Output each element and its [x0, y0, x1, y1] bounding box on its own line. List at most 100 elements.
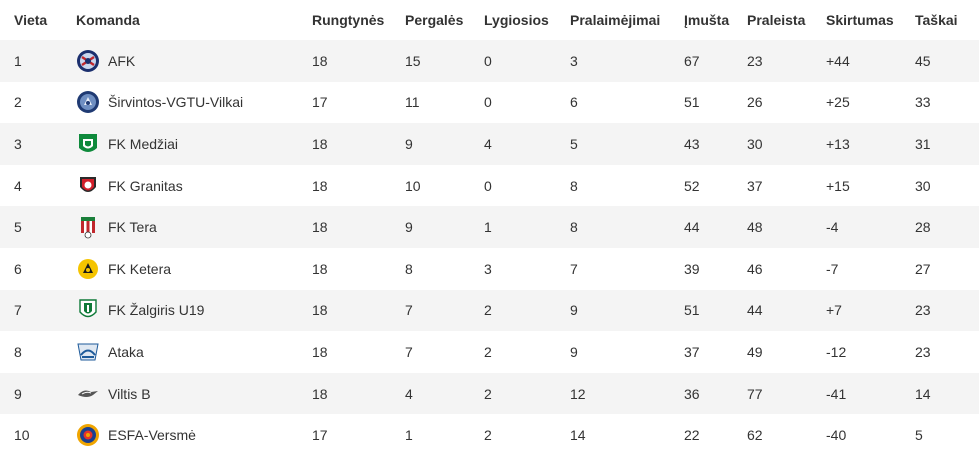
goal-difference-cell: +15	[826, 177, 850, 194]
table-row: 2 Širvintos-VGTU-Vilkai 17 11 0 6 51 26 …	[0, 81, 979, 124]
lost-cell: 14	[570, 427, 586, 444]
goal-difference-cell: +44	[826, 52, 850, 69]
team-cell[interactable]: FK Žalgiris U19	[76, 290, 312, 332]
played-cell: 18	[312, 177, 328, 194]
team-cell[interactable]: Viltis B	[76, 373, 312, 415]
header-taskai[interactable]: Taškai	[915, 12, 958, 28]
played-cell: 18	[312, 219, 328, 236]
goal-difference-cell: -12	[826, 343, 847, 360]
team-name[interactable]: Širvintos-VGTU-Vilkai	[108, 94, 244, 111]
position-cell: 8	[14, 343, 22, 360]
position-cell: 1	[14, 52, 22, 69]
lost-cell: 3	[570, 52, 578, 69]
played-cell: 18	[312, 302, 328, 319]
goals-for-cell: 44	[684, 219, 700, 236]
goal-difference-cell: -4	[826, 219, 839, 236]
points-cell: 5	[915, 427, 923, 444]
team-name[interactable]: FK Ketera	[108, 260, 172, 277]
won-cell: 15	[405, 52, 421, 69]
goals-against-cell: 77	[747, 385, 763, 402]
draw-cell: 2	[484, 343, 492, 360]
fk-zalgiris-u19-crest-icon	[76, 298, 100, 322]
team-cell[interactable]: FK Granitas	[76, 165, 312, 207]
team-cell[interactable]: AFK	[76, 40, 312, 82]
points-cell: 27	[915, 260, 931, 277]
draw-cell: 0	[484, 52, 492, 69]
won-cell: 10	[405, 177, 421, 194]
goals-for-cell: 67	[684, 52, 700, 69]
points-cell: 14	[915, 385, 931, 402]
goals-for-cell: 43	[684, 135, 700, 152]
header-imusta[interactable]: Įmušta	[684, 12, 730, 28]
won-cell: 4	[405, 385, 413, 402]
fk-medziai-crest-icon	[76, 132, 100, 156]
draw-cell: 3	[484, 260, 492, 277]
team-name[interactable]: ESFA-Versmė	[108, 427, 196, 444]
won-cell: 9	[405, 219, 413, 236]
position-cell: 5	[14, 219, 22, 236]
played-cell: 18	[312, 343, 328, 360]
lost-cell: 12	[570, 385, 586, 402]
goal-difference-cell: +7	[826, 302, 842, 319]
points-cell: 28	[915, 219, 931, 236]
fk-ketera-crest-icon	[76, 257, 100, 281]
won-cell: 7	[405, 343, 413, 360]
played-cell: 17	[312, 94, 328, 111]
table-row: 5 FK Tera 18 9 1 8 44 48 -4 28	[0, 206, 979, 248]
played-cell: 18	[312, 135, 328, 152]
goal-difference-cell: +25	[826, 94, 850, 111]
header-skirtumas[interactable]: Skirtumas	[826, 12, 894, 28]
header-pergales[interactable]: Pergalės	[405, 12, 464, 28]
team-name[interactable]: AFK	[108, 52, 136, 69]
header-rungtynes[interactable]: Rungtynės	[312, 12, 385, 28]
won-cell: 9	[405, 135, 413, 152]
team-cell[interactable]: Širvintos-VGTU-Vilkai	[76, 82, 312, 124]
position-cell: 2	[14, 94, 22, 111]
position-cell: 10	[14, 427, 30, 444]
points-cell: 30	[915, 177, 931, 194]
points-cell: 23	[915, 302, 931, 319]
goals-against-cell: 23	[747, 52, 763, 69]
esfa-versme-crest-icon	[76, 423, 100, 447]
standings-body: 1 AFK 18 15 0 3 67 23 +44 45 2 Širvintos…	[0, 40, 979, 456]
goal-difference-cell: +13	[826, 135, 850, 152]
draw-cell: 0	[484, 94, 492, 111]
goals-against-cell: 46	[747, 260, 763, 277]
lost-cell: 9	[570, 302, 578, 319]
team-cell[interactable]: FK Medžiai	[76, 123, 312, 165]
team-name[interactable]: FK Žalgiris U19	[108, 302, 205, 319]
lost-cell: 8	[570, 219, 578, 236]
team-name[interactable]: FK Granitas	[108, 177, 183, 194]
team-name[interactable]: FK Tera	[108, 219, 157, 236]
viltis-b-crest-icon	[76, 382, 100, 406]
table-row: 7 FK Žalgiris U19 18 7 2 9 51 44 +7 23	[0, 289, 979, 332]
table-row: 1 AFK 18 15 0 3 67 23 +44 45	[0, 40, 979, 82]
header-lygiosios[interactable]: Lygiosios	[484, 12, 549, 28]
team-cell[interactable]: FK Tera	[76, 206, 312, 248]
header-komanda[interactable]: Komanda	[76, 12, 140, 28]
header-vieta[interactable]: Vieta	[14, 12, 48, 28]
draw-cell: 0	[484, 177, 492, 194]
table-row: 10 ESFA-Versmė 17 1 2 14 22 62 -40 5	[0, 414, 979, 456]
team-cell[interactable]: FK Ketera	[76, 248, 312, 290]
goals-against-cell: 26	[747, 94, 763, 111]
team-cell[interactable]: ESFA-Versmė	[76, 414, 312, 456]
team-cell[interactable]: Ataka	[76, 331, 312, 373]
lost-cell: 5	[570, 135, 578, 152]
won-cell: 7	[405, 302, 413, 319]
position-cell: 6	[14, 260, 22, 277]
table-row: 3 FK Medžiai 18 9 4 5 43 30 +13 31	[0, 123, 979, 165]
goal-difference-cell: -7	[826, 260, 839, 277]
won-cell: 1	[405, 427, 413, 444]
header-pralaimejimai[interactable]: Pralaimėjimai	[570, 12, 661, 28]
goals-against-cell: 37	[747, 177, 763, 194]
lost-cell: 9	[570, 343, 578, 360]
team-name[interactable]: Ataka	[108, 343, 144, 360]
header-praleista[interactable]: Praleista	[747, 12, 806, 28]
team-name[interactable]: FK Medžiai	[108, 135, 179, 152]
goals-against-cell: 44	[747, 302, 763, 319]
fk-granitas-crest-icon	[76, 174, 100, 198]
team-name[interactable]: Viltis B	[108, 385, 151, 402]
won-cell: 11	[405, 94, 420, 111]
